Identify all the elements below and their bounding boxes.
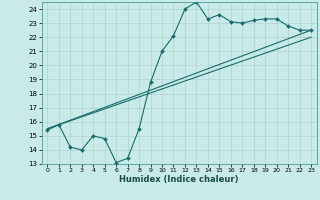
X-axis label: Humidex (Indice chaleur): Humidex (Indice chaleur) (119, 175, 239, 184)
